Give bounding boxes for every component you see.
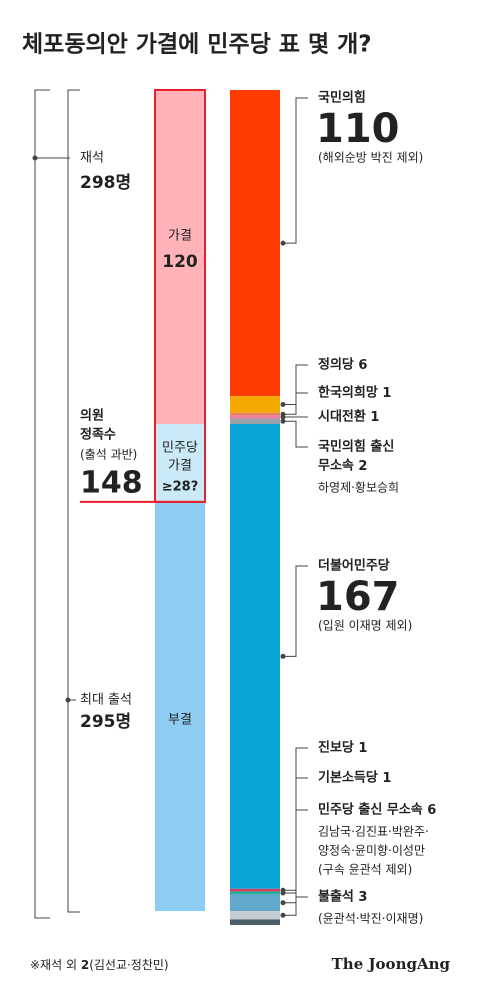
dot [280, 240, 286, 246]
party-segment [230, 415, 280, 419]
attendance-bracket [67, 89, 80, 913]
party-segment [230, 888, 280, 892]
party-value: 3 [354, 890, 368, 905]
party-name: 민주당 출신 무소속 6 [318, 802, 436, 818]
vote-label: 민주당 [162, 441, 198, 456]
vote-label: 가결 [168, 229, 192, 244]
leader [283, 896, 308, 916]
quorum-label: 정족수 [80, 427, 116, 443]
party-segment [230, 412, 280, 416]
party-segment [230, 90, 280, 397]
vote-segment [155, 424, 205, 502]
party-value: 6 [423, 803, 437, 818]
attendance-label: 최대 출석 [80, 693, 132, 708]
party-value: 6 [354, 358, 368, 373]
party-segment [230, 891, 280, 895]
source: The JoongAng [332, 955, 451, 973]
leader [283, 392, 308, 415]
party-segment [230, 424, 280, 889]
leader [283, 97, 308, 244]
vote-label: 가결 [168, 459, 192, 474]
leader [283, 364, 308, 406]
party-value: 1 [378, 386, 392, 401]
party-note: (입원 이재명 제외) [318, 619, 412, 633]
dot [280, 890, 286, 896]
vote-label: 부결 [168, 713, 192, 728]
seated-count: 298명 [80, 173, 131, 193]
party-segment [230, 894, 280, 912]
party-name: 진보당 1 [318, 740, 367, 756]
party-note: (구속 윤관석 제외) [318, 863, 412, 877]
vote-segment [155, 501, 205, 912]
leader [283, 809, 308, 904]
dot [280, 900, 286, 906]
party-name: 불출석 3 [318, 889, 367, 905]
leader [283, 565, 308, 657]
seated-label: 재석 [80, 151, 104, 166]
vote-value: ≥28? [162, 480, 199, 495]
party-name: 정의당 6 [318, 357, 367, 373]
party-name: 국민의힘 출신 [318, 439, 394, 455]
attendance-count: 295명 [80, 712, 131, 732]
party-value: 110 [316, 106, 400, 152]
party-note: 김남국·김진표·박완주· [318, 825, 429, 839]
dot [280, 418, 286, 424]
vote-value: 120 [162, 252, 198, 272]
party-name: 국민의힘 [318, 90, 366, 106]
party-note: (해외순방 박진 제외) [318, 151, 423, 165]
party-value: 1 [378, 771, 392, 786]
absent-segment [230, 919, 280, 925]
quorum-value: 148 [80, 466, 143, 501]
party-value: 1 [354, 741, 368, 756]
party-name: 무소속 2 [318, 459, 367, 474]
party-value: 1 [366, 410, 380, 425]
quorum-note: (출석 과반) [80, 448, 137, 462]
dot [65, 697, 71, 703]
party-note: (윤관석·박진·이재명) [318, 912, 423, 926]
vote-segment [155, 90, 205, 424]
party-segment [230, 418, 280, 424]
seated-bracket [34, 89, 50, 919]
party-name: 시대전환 1 [318, 409, 379, 425]
title: 체포동의안 가결에 민주당 표 몇 개? [22, 32, 372, 58]
dot [280, 414, 286, 420]
dot [280, 912, 286, 918]
party-name: 기본소득당 1 [318, 770, 391, 786]
party-name: 한국의희망 1 [318, 385, 391, 401]
party-note: 양정숙·윤미향·이성만 [318, 844, 425, 858]
footnote: ※재석 외 2(김선교·정찬민) [30, 957, 169, 972]
dot [32, 155, 38, 161]
party-name: 더불어민주당 [318, 558, 390, 574]
quorum-label: 의원 [80, 408, 104, 424]
party-note: 하영제·황보승희 [318, 481, 399, 495]
dot [280, 653, 286, 659]
brackets [34, 89, 80, 919]
party-value: 167 [316, 574, 400, 620]
party-value: 2 [354, 459, 368, 474]
party-segment [230, 396, 280, 413]
dot [280, 402, 286, 408]
leader [283, 420, 308, 448]
party-segment [230, 911, 280, 920]
